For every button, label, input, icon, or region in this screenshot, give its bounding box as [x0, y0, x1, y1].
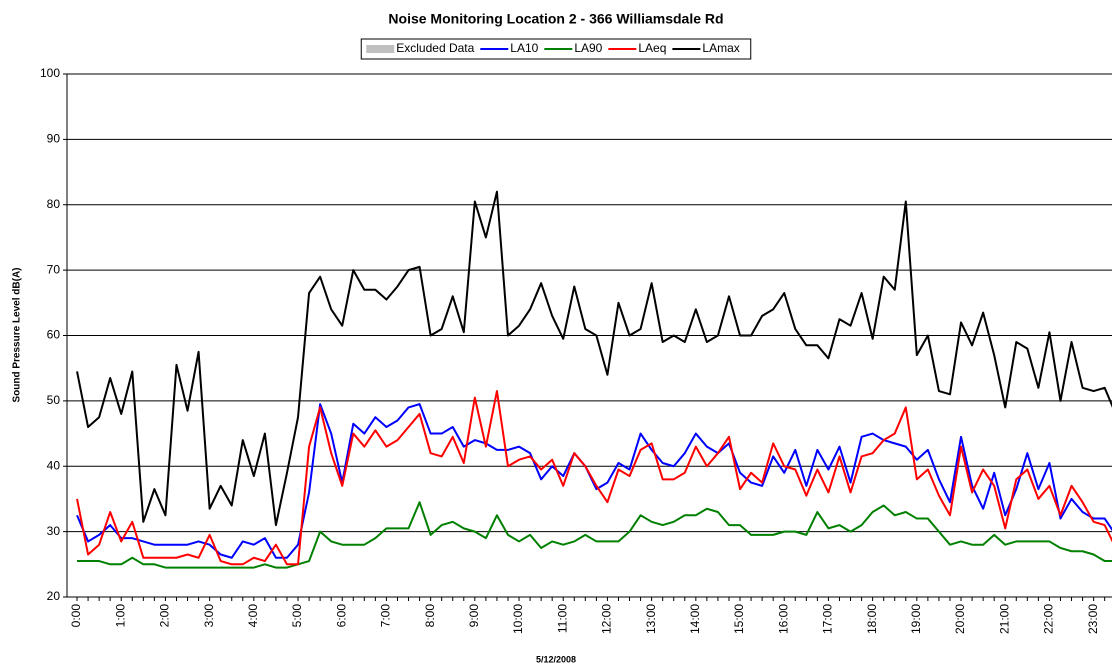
- series-line: [77, 501, 1112, 569]
- legend-label: LA90: [574, 41, 602, 55]
- x-tick-label: 23:00: [1086, 604, 1100, 634]
- x-tick-label: 15:00: [732, 604, 746, 634]
- x-tick-label: 4:00: [246, 604, 260, 628]
- y-tick-label: 90: [47, 132, 61, 146]
- x-tick-label: 8:00: [423, 604, 437, 628]
- chart-title: Noise Monitoring Location 2 - 366 Willia…: [388, 11, 723, 27]
- y-tick-label: 30: [47, 524, 61, 538]
- x-tick-label: 1:00: [113, 604, 127, 628]
- x-tick-label: 22:00: [1042, 604, 1056, 634]
- series-line: [76, 190, 1112, 527]
- x-tick-label: 17:00: [821, 604, 835, 634]
- x-tick-label: 9:00: [467, 604, 481, 628]
- x-tick-label: 14:00: [688, 604, 702, 634]
- x-tick-label: 6:00: [334, 604, 348, 628]
- x-tick-label: 12:00: [600, 604, 614, 634]
- legend-label: LAeq: [638, 41, 666, 55]
- x-tick-label: 2:00: [158, 604, 172, 628]
- x-tick-label: 16:00: [776, 604, 790, 634]
- y-tick-label: 50: [47, 393, 61, 407]
- legend-label: Excluded Data: [396, 41, 474, 55]
- x-axis-label: 5/12/2008: [536, 654, 576, 664]
- y-tick-label: 60: [47, 328, 61, 342]
- x-tick-label: 21:00: [997, 604, 1011, 634]
- legend-label: LAmax: [702, 41, 739, 55]
- x-tick-label: 20:00: [953, 604, 967, 634]
- legend-swatch: [366, 45, 395, 53]
- x-tick-label: 5:00: [290, 604, 304, 628]
- x-tick-label: 0:00: [69, 604, 83, 628]
- y-tick-label: 40: [47, 458, 61, 472]
- x-tick-label: 7:00: [379, 604, 393, 628]
- legend: Excluded Data LA10 LA90 LAeq LAmax: [360, 38, 752, 60]
- x-tick-label: 19:00: [909, 604, 923, 634]
- legend-label: LA10: [510, 41, 538, 55]
- x-tick-label: 10:00: [511, 604, 525, 634]
- x-tick-label: 11:00: [555, 604, 569, 633]
- y-tick-label: 20: [47, 589, 61, 603]
- y-axis-label: Sound Pressure Level dB(A): [12, 267, 23, 402]
- x-tick-label: 13:00: [644, 604, 658, 634]
- y-tick-label: 70: [47, 262, 61, 276]
- x-tick-label: 3:00: [202, 604, 216, 628]
- x-tick-label: 18:00: [865, 604, 879, 634]
- y-tick-label: 80: [47, 197, 61, 211]
- series-line: [76, 390, 1112, 566]
- series-line: [76, 403, 1112, 559]
- y-tick-label: 100: [40, 66, 60, 80]
